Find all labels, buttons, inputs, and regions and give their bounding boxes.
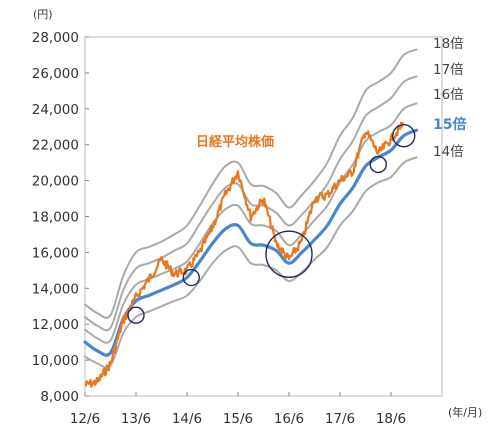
x-tick-label: 12/6 [70,411,100,427]
price-line [84,121,404,388]
annotation-circle [392,124,416,148]
per-line [84,75,418,332]
y-tick-label: 8,000 [40,389,79,405]
plot-frame [84,36,443,397]
band-label: 18倍 [433,36,464,52]
band-label-layer: 18倍 17倍 16倍 15倍 14倍 [433,36,466,160]
x-tick-label: 13/6 [121,411,151,427]
y-tick-label: 14,000 [32,281,79,297]
per-line [84,48,418,319]
per-line-main [83,128,419,357]
annotation-circle [182,268,200,287]
x-tick-label: 14/6 [172,411,202,427]
x-tick-label: 16/6 [274,411,304,427]
per-line [84,156,418,369]
annotation-circle [265,230,313,278]
price-layer [84,121,404,388]
axis-layer: 8,000 10,000 12,000 14,000 16,000 18,000 20,00… [32,30,406,427]
y-tick-label: 10,000 [32,353,79,369]
x-tick-label: 18/6 [376,411,406,427]
y-tick-label: 22,000 [32,138,79,154]
x-tick-label: 17/6 [325,411,355,427]
band-label: 17倍 [433,62,464,78]
band-layer [83,48,419,369]
x-unit-label: (年/月) [448,405,482,419]
y-tick-label: 16,000 [32,245,79,261]
y-tick-label: 12,000 [32,317,79,333]
annotation-layer [127,124,416,324]
annotation-circle [369,155,387,174]
band-label: 14倍 [433,144,464,160]
y-tick-label: 18,000 [32,210,79,226]
y-tick-label: 28,000 [32,30,79,46]
y-unit-label: (円) [33,8,53,21]
annotation-circle [127,306,145,324]
y-tick-label: 26,000 [32,66,79,82]
series-label-nikkei: 日経平均株価 [196,134,274,150]
band-label: 16倍 [433,87,464,103]
per-line [84,102,418,344]
y-tick-label: 24,000 [32,102,79,118]
band-label: 15倍 [433,116,466,133]
x-tick-label: 15/6 [223,411,253,427]
y-tick-label: 20,000 [32,174,79,190]
